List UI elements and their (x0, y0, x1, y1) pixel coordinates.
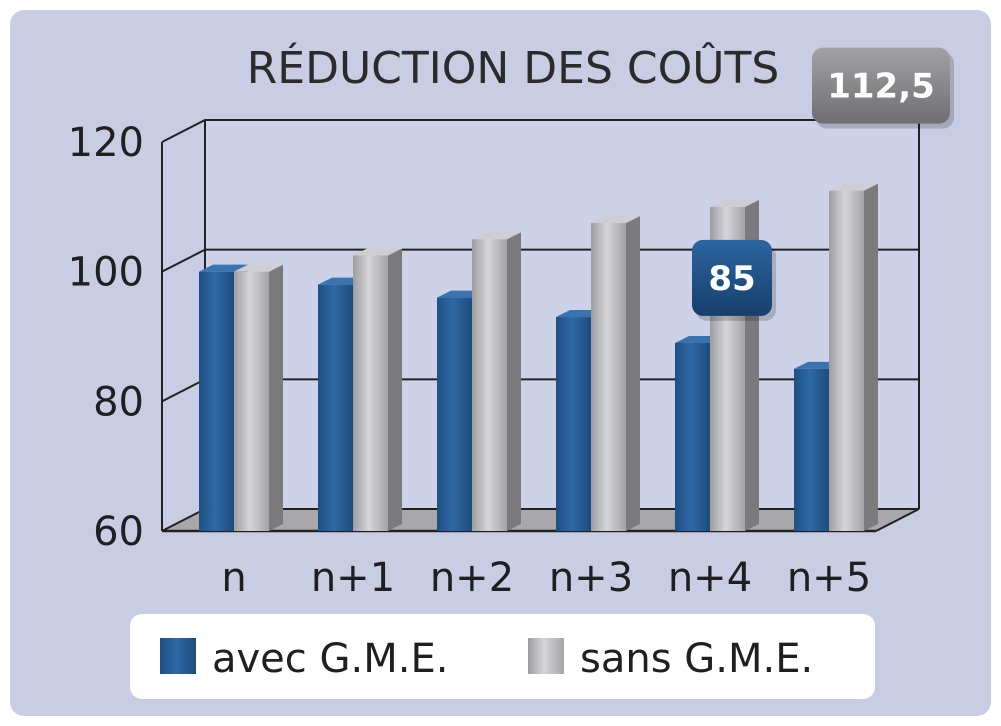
bar-front (591, 223, 626, 531)
bar-front (234, 271, 269, 531)
bar-front (199, 271, 234, 531)
bar-side (507, 232, 521, 531)
legend-swatch-sans (528, 638, 564, 674)
bar-front (829, 190, 864, 531)
x-axis-labels: n n+1 n+2 n+3 n+4 n+5 (221, 555, 871, 601)
x-category-label: n+5 (787, 555, 871, 601)
bar-top (234, 264, 283, 272)
legend-box (130, 614, 875, 699)
legend-label-sans: sans G.M.E. (580, 636, 813, 682)
value-callout-avec: 85 (692, 239, 776, 321)
value-callout-sans: 112,5 (812, 47, 954, 129)
y-tick-label: 60 (93, 509, 144, 555)
y-tick-label: 100 (68, 250, 144, 296)
bar-top (710, 199, 759, 207)
callouts: 85 112,5 (692, 47, 954, 321)
bar-front (794, 368, 829, 531)
x-category-label: n (221, 555, 246, 601)
bar-sans-n+2 (472, 232, 521, 531)
bar-top (353, 248, 402, 256)
bar-side (626, 216, 640, 531)
chart-title: RÉDUCTION DES COÛTS (247, 41, 780, 94)
bar-front (472, 239, 507, 531)
legend-swatch-avec (160, 638, 196, 674)
bar-side (864, 183, 878, 531)
legend: avec G.M.E. sans G.M.E. (130, 614, 875, 699)
bar-side (388, 248, 402, 532)
callout-box (692, 239, 772, 316)
floor-right-edge (875, 508, 920, 532)
x-category-label: n+2 (430, 555, 514, 601)
x-category-label: n+4 (668, 555, 752, 601)
bar-front (318, 284, 353, 531)
bar-top (199, 264, 248, 272)
bar-front (556, 317, 591, 531)
bar-sans-n+3 (591, 216, 640, 531)
bar-sans-n+5 (829, 183, 878, 531)
callout-value: 112,5 (827, 67, 935, 107)
bar-top (829, 183, 878, 191)
bar-sans-n (234, 264, 283, 531)
callout-value: 85 (708, 259, 755, 299)
y-tick-label: 120 (68, 120, 144, 166)
x-category-label: n+3 (549, 555, 633, 601)
bar-side (269, 264, 283, 531)
y-axis-ticks: 60 80 100 120 (68, 120, 144, 555)
bar-sans-n+1 (353, 248, 402, 532)
bar-front (353, 255, 388, 532)
y-tick-label: 80 (93, 379, 144, 425)
bar-front (437, 297, 472, 531)
x-category-label: n+1 (311, 555, 395, 601)
bar-top (591, 216, 640, 224)
callout-box (812, 47, 950, 124)
legend-label-avec: avec G.M.E. (212, 636, 448, 682)
bar-front (675, 342, 710, 531)
bar-top (472, 232, 521, 240)
